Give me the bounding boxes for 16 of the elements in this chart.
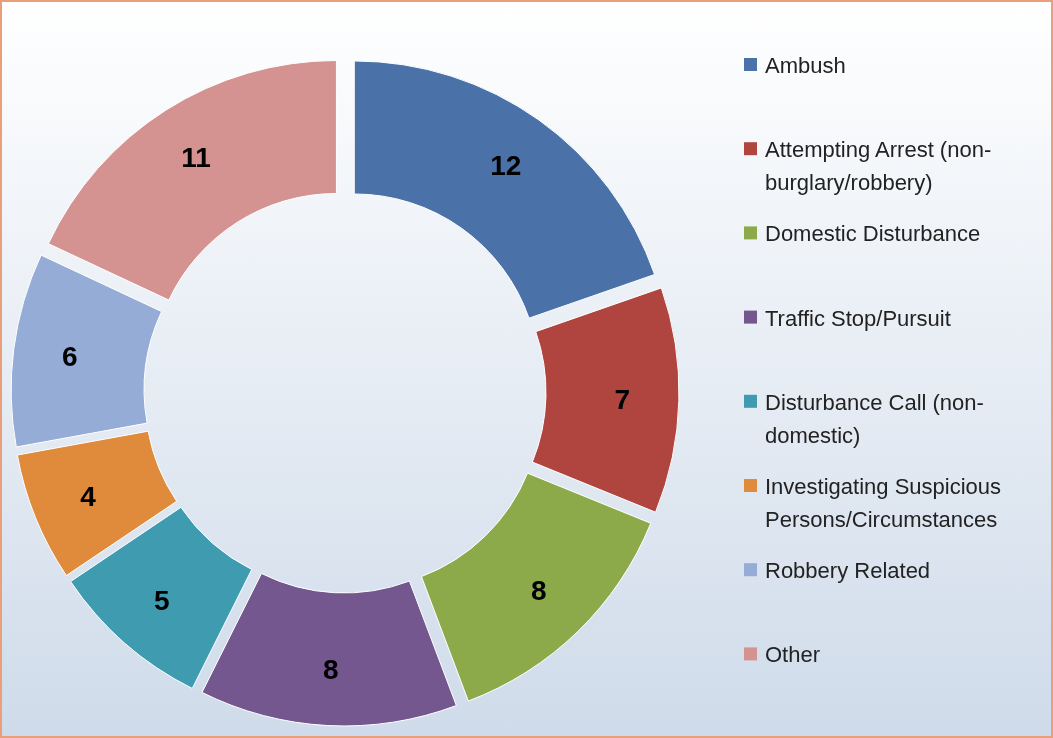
legend-label: Traffic Stop/Pursuit: [765, 305, 951, 331]
data-label: 4: [80, 481, 97, 513]
data-label: 7: [614, 383, 631, 415]
data-label: 8: [322, 653, 339, 685]
legend-label: Attempting Arrest (non-burglary/robbery): [765, 136, 992, 195]
legend-label: Disturbance Call (non-domestic): [765, 389, 984, 448]
legend-label: Other: [765, 641, 821, 667]
slice-label: Ambush: [765, 52, 846, 78]
legend-label: Investigating Suspicious Persons/Circumstances: [765, 473, 1002, 532]
data-label: 5: [154, 584, 170, 616]
legend-label: Robbery Related: [765, 557, 931, 583]
data-label: 8: [530, 575, 547, 607]
data-label: 11: [181, 142, 211, 174]
data-label: 12: [490, 150, 522, 182]
data-label: 6: [62, 340, 78, 372]
legend-label: Domestic Disturbance: [765, 220, 981, 246]
